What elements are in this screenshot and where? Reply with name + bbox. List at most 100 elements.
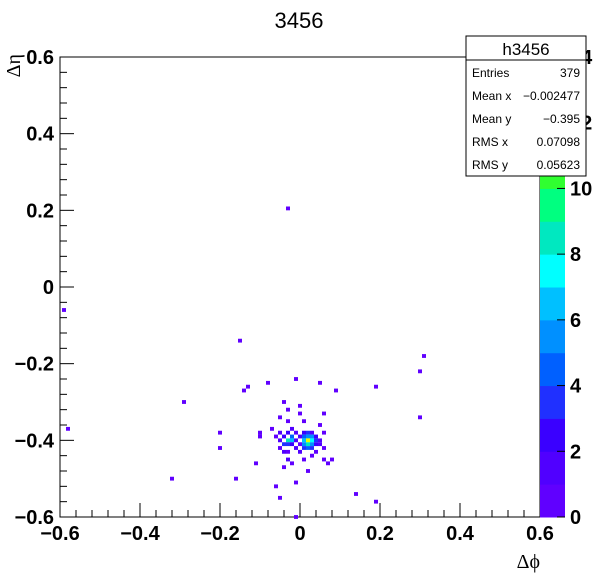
x-tick-label: 0.2 (366, 523, 394, 545)
heatmap-cell (218, 430, 222, 435)
heatmap-cell (306, 469, 310, 473)
y-tick-label: 0 (43, 277, 54, 299)
heatmap-cell (266, 380, 270, 385)
heatmap-cell (278, 430, 282, 435)
heatmap-cell (318, 380, 322, 385)
heatmap-cell (290, 434, 294, 439)
stats-box-frame (465, 35, 587, 177)
heatmap-cell (218, 446, 222, 450)
heatmap-cell (238, 338, 242, 343)
heatmap-cell (310, 430, 314, 435)
heatmap-cell (254, 461, 258, 466)
heatmap-cell (422, 354, 426, 358)
stats-row-value: 0.07098 (537, 135, 581, 149)
z-tick-label: 4 (570, 376, 582, 398)
heatmap-cell (274, 434, 278, 439)
heatmap-cell (286, 206, 290, 211)
heatmap-cell (246, 384, 250, 389)
heatmap-cell (286, 430, 290, 435)
heatmap-cell (306, 434, 310, 439)
chart-title: 3456 (275, 8, 324, 33)
y-tick-label: 0.6 (26, 47, 54, 69)
x-axis-title: Δϕ (517, 551, 540, 573)
heatmap-cell (62, 308, 66, 312)
heatmap-cell (286, 449, 290, 454)
heatmap-cell (302, 438, 306, 443)
heatmap-cell (274, 484, 278, 489)
heatmap-cell (302, 434, 306, 439)
heatmap-cell (306, 430, 310, 435)
heatmap-cell (298, 442, 302, 447)
heatmap-cell (302, 419, 306, 424)
heatmap-cell (418, 415, 422, 420)
stats-row-label: Entries (472, 66, 509, 80)
heatmap-cell (326, 461, 330, 466)
heatmap-cell (286, 442, 290, 447)
heatmap-cell (278, 446, 282, 450)
x-tick-label: 0 (294, 523, 305, 545)
heatmap-cell (242, 388, 246, 393)
stats-row-value: −0.395 (543, 112, 580, 126)
heatmap-cell (290, 442, 294, 447)
heatmap-cell (290, 438, 294, 443)
palette-swatch (540, 418, 565, 452)
heatmap-cell (318, 423, 322, 427)
heatmap-cell (310, 442, 314, 447)
heatmap-cell (286, 457, 290, 462)
heatmap-cell (278, 438, 282, 443)
heatmap-cell (298, 449, 302, 454)
cells-layer (62, 206, 426, 519)
heatmap-cell (282, 434, 286, 439)
heatmap-cell (314, 438, 318, 443)
stats-row-label: Mean x (472, 89, 511, 103)
z-tick-label: 6 (570, 310, 581, 332)
palette-swatch (540, 287, 565, 321)
heatmap-cell (282, 449, 286, 454)
heatmap-cell (282, 400, 286, 404)
heatmap-cell (302, 446, 306, 450)
heatmap-cell (374, 384, 378, 389)
x-tick-label: 0.6 (526, 523, 554, 545)
heatmap-cell (290, 461, 294, 466)
heatmap-cell (282, 442, 286, 447)
palette-swatch (540, 221, 565, 255)
heatmap-cell (310, 453, 314, 458)
heatmap-cell (302, 442, 306, 447)
z-tick-label: 8 (570, 244, 581, 266)
x-tick-label: −0.6 (40, 523, 79, 545)
y-tick-label: 0.2 (26, 200, 54, 222)
palette-swatch (540, 319, 565, 354)
heatmap-cell (418, 369, 422, 374)
heatmap-cell (286, 438, 290, 443)
palette-swatch (540, 254, 565, 288)
stats-row-value: −0.002477 (523, 89, 580, 103)
heatmap-cell (170, 476, 174, 481)
heatmap-cell (278, 415, 282, 420)
x-tick-label: 0.4 (446, 523, 475, 545)
heatmap-cell (270, 426, 274, 431)
heatmap-cell (298, 411, 302, 416)
heatmap-cell (294, 438, 298, 443)
y-tick-labels: −0.6 −0.4 −0.2 0 0.2 0.4 0.6 (15, 47, 55, 529)
heatmap-cell (322, 446, 326, 450)
heatmap-cell (322, 457, 326, 462)
heatmap-cell (302, 457, 306, 462)
x-tick-label: −0.2 (200, 523, 239, 545)
heatmap-cell (302, 430, 306, 435)
y-tick-label: 0.4 (26, 124, 55, 146)
heatmap-cell (330, 457, 334, 462)
stats-box: h3456 Entries 379 Mean x −0.002477 Mean y −0.… (465, 35, 587, 177)
heatmap-cell (322, 430, 326, 435)
heatmap-cell (286, 419, 290, 424)
heatmap-cell (298, 434, 302, 439)
heatmap-cell (294, 480, 298, 485)
heatmap-cell (258, 430, 262, 435)
y-tick-label: −0.2 (15, 354, 54, 376)
heatmap-cell (318, 442, 322, 447)
stats-name: h3456 (502, 40, 549, 59)
heatmap-cell (310, 434, 314, 439)
z-tick-label: 10 (570, 178, 592, 200)
plot-frame (59, 56, 541, 518)
stats-row-label: RMS y (472, 158, 508, 172)
